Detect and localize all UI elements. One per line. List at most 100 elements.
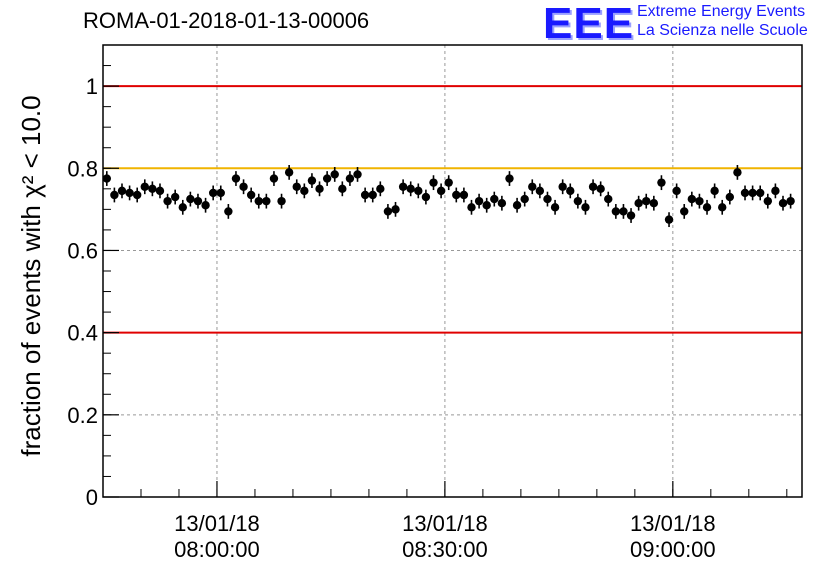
data-point (231, 171, 241, 186)
data-marker (482, 201, 491, 210)
data-point (345, 171, 355, 186)
data-point (406, 181, 415, 197)
data-marker (497, 199, 507, 208)
data-marker (140, 182, 149, 191)
data-point (459, 187, 469, 203)
data-marker (695, 196, 704, 206)
y-tick-label: 0.2 (67, 403, 98, 428)
data-point (581, 199, 590, 215)
data-point (338, 181, 347, 197)
data-point (444, 175, 453, 191)
data-marker (338, 184, 347, 194)
data-point (497, 195, 507, 211)
data-point (649, 195, 659, 211)
data-marker (421, 192, 431, 202)
data-point (505, 171, 514, 186)
data-point (277, 193, 286, 209)
data-point (284, 164, 294, 180)
data-marker (566, 186, 575, 196)
data-marker (642, 196, 651, 206)
data-point (292, 179, 301, 195)
data-marker (626, 211, 636, 220)
data-point (117, 183, 127, 199)
data-point (763, 193, 773, 209)
data-point (535, 183, 545, 199)
data-marker (452, 190, 461, 200)
data-marker (672, 186, 681, 196)
data-point (140, 179, 149, 195)
data-point (315, 181, 324, 197)
y-axis-label: fraction of events with χ² < 10.0 (16, 95, 46, 456)
data-point (452, 187, 461, 203)
data-marker (383, 207, 393, 216)
chart-title: ROMA-01-2018-01-13-00006 (83, 8, 370, 33)
data-point (573, 193, 583, 209)
data-marker (239, 182, 248, 191)
data-marker (444, 178, 453, 187)
data-marker (490, 194, 499, 204)
data-point (398, 179, 408, 195)
data-marker (132, 190, 142, 200)
data-marker (216, 188, 225, 198)
x-tick-date-label: 13/01/18 (174, 511, 260, 536)
data-point (132, 187, 142, 203)
data-marker (284, 168, 294, 177)
data-point (619, 204, 628, 219)
data-point (125, 185, 134, 201)
data-point (216, 185, 225, 201)
data-point (421, 189, 431, 205)
data-point (756, 185, 765, 201)
data-marker (246, 190, 256, 200)
data-marker (163, 196, 172, 206)
data-marker (307, 176, 317, 185)
data-marker (474, 196, 484, 206)
x-tick-time-label: 09:00:00 (630, 537, 716, 562)
data-marker (436, 186, 446, 196)
data-marker (186, 194, 195, 204)
data-marker (657, 178, 666, 187)
data-marker (771, 186, 780, 196)
data-marker (649, 199, 659, 208)
data-marker (406, 184, 415, 194)
data-marker (414, 186, 423, 196)
data-point (436, 183, 446, 199)
data-marker (604, 194, 613, 204)
data-point (307, 173, 317, 188)
data-point (300, 183, 309, 199)
data-point (178, 199, 187, 215)
data-point (414, 183, 423, 199)
data-point (642, 193, 651, 209)
data-marker (740, 188, 750, 198)
data-point (383, 204, 393, 219)
data-point (391, 201, 400, 217)
eee-logo: EEE (543, 0, 635, 48)
data-marker (573, 196, 583, 206)
data-marker (315, 184, 324, 194)
data-marker (208, 188, 218, 198)
data-point (687, 191, 697, 207)
data-point (604, 191, 613, 207)
data-marker (664, 215, 674, 224)
axes: 00.20.40.60.8113/01/1808:00:0013/01/1808… (67, 44, 788, 562)
data-point (512, 197, 522, 213)
data-point (710, 183, 719, 199)
data-marker (376, 184, 385, 194)
data-point (224, 204, 233, 219)
data-marker (117, 186, 127, 196)
data-point (771, 183, 780, 199)
data-marker (687, 194, 697, 204)
data-marker (170, 192, 180, 202)
data-point (672, 183, 681, 199)
data-marker (725, 192, 735, 202)
data-marker (588, 182, 598, 191)
data-marker (619, 207, 628, 216)
data-point (262, 193, 271, 209)
x-tick-time-label: 08:00:00 (174, 537, 260, 562)
data-point (193, 193, 203, 209)
data-marker (611, 207, 621, 216)
data-marker (680, 207, 689, 216)
data-point (186, 191, 195, 207)
data-point (740, 185, 750, 201)
data-marker (292, 182, 301, 191)
logo-line-2: La Scienza nelle Scuole (637, 22, 808, 39)
